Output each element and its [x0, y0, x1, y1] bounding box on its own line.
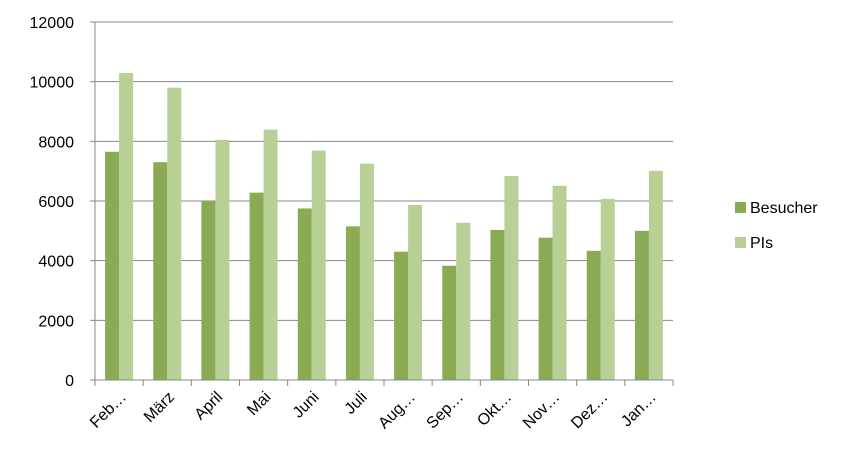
y-tick-label: 10000 — [30, 75, 75, 92]
x-tick-label: Jan… — [618, 389, 660, 431]
bar — [345, 226, 360, 380]
bar — [408, 204, 423, 380]
bar — [167, 87, 182, 380]
bar — [153, 162, 168, 380]
bar — [634, 230, 649, 380]
bar — [263, 129, 278, 380]
bar — [600, 198, 615, 380]
bar — [311, 150, 326, 380]
x-tick-label: Okt… — [474, 389, 515, 430]
legend-label: PIs — [750, 235, 773, 252]
bar — [442, 265, 457, 380]
bar — [201, 201, 216, 380]
y-tick-label: 12000 — [30, 15, 75, 32]
bar — [297, 208, 312, 380]
x-tick-label: März — [141, 389, 178, 426]
x-tick-label: Juli — [342, 389, 371, 418]
x-tick-label: Aug… — [375, 389, 418, 432]
bar — [456, 222, 471, 380]
x-tick-label: Dez… — [568, 389, 611, 432]
bar — [215, 139, 230, 380]
y-tick-label: 2000 — [38, 313, 74, 330]
y-tick-label: 4000 — [38, 254, 74, 271]
legend-label: Besucher — [750, 200, 818, 217]
x-tick-label: Sep… — [424, 389, 467, 432]
bar — [504, 175, 519, 380]
legend-swatch — [735, 237, 746, 248]
bar — [552, 185, 567, 380]
bar — [586, 250, 601, 380]
y-tick-label: 0 — [65, 373, 74, 390]
x-tick-label: April — [192, 389, 227, 424]
bar — [394, 251, 409, 380]
bar — [648, 170, 663, 380]
legend-swatch — [735, 202, 746, 213]
bar — [359, 163, 374, 380]
bar — [249, 192, 264, 380]
x-tick-label: Juni — [290, 389, 323, 422]
bar — [105, 151, 120, 380]
y-tick-label: 6000 — [38, 194, 74, 211]
bar — [119, 73, 134, 380]
bar — [538, 237, 553, 380]
x-tick-label: Nov… — [520, 389, 563, 432]
bar — [490, 229, 505, 380]
x-tick-label: Mai — [244, 389, 274, 419]
y-tick-label: 8000 — [38, 134, 74, 151]
x-tick-label: Feb… — [87, 389, 130, 432]
